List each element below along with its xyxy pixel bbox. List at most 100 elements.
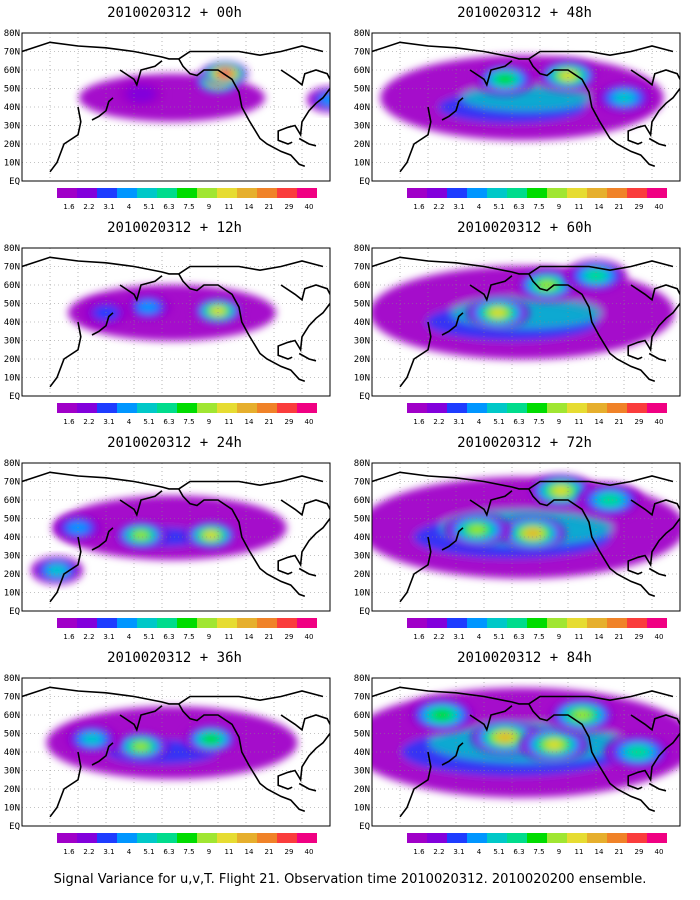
colorbar-label: 40 [655, 633, 664, 641]
coastline [119, 705, 163, 732]
coastline [441, 527, 464, 551]
colorbar-swatch [117, 188, 137, 198]
colorbar-swatch [117, 833, 137, 843]
colorbar: 1.6 2.2 3.1 4 5.1 6.3 7.5 9 11 14 21 29 40 [407, 188, 667, 211]
y-tick-label: 30N [4, 337, 20, 347]
y-tick-label: 50N [354, 730, 370, 740]
colorbar: 1.6 2.2 3.1 4 5.1 6.3 7.5 9 11 14 21 29 40 [407, 618, 667, 641]
coastline [298, 352, 317, 362]
colorbar-label: 3.1 [453, 848, 464, 856]
colorbar-swatch [297, 188, 317, 198]
colorbar-label: 7.5 [533, 633, 544, 641]
y-tick-label: 40N [354, 103, 370, 113]
blob-contour [546, 740, 562, 750]
blob-contour [47, 565, 67, 576]
y-tick-label: 20N [4, 570, 20, 580]
colorbar-swatch [587, 833, 607, 843]
y-tick-label: 20N [4, 785, 20, 795]
map-frame [371, 247, 681, 397]
y-tick-label: 80N [354, 29, 370, 39]
y-tick-label: 60N [4, 711, 20, 721]
coastline [648, 567, 667, 577]
coastline [22, 256, 179, 275]
colorbar-label: 4 [477, 633, 482, 641]
colorbar-swatch [157, 188, 177, 198]
colorbar-label: 5.1 [143, 203, 154, 211]
colorbar-label: 6.3 [513, 203, 524, 211]
colorbar-label: 40 [305, 848, 314, 856]
colorbar-swatch [487, 618, 507, 628]
coastline [372, 41, 529, 60]
y-tick-label: 50N [354, 300, 370, 310]
variance-blob [193, 297, 243, 325]
colorbar-label: 7.5 [533, 848, 544, 856]
colorbar-label: 40 [305, 633, 314, 641]
colorbar-label: 2.2 [83, 848, 94, 856]
colorbar-swatch [57, 618, 77, 628]
colorbar-label: 2.2 [433, 633, 444, 641]
colorbar-swatch [427, 618, 447, 628]
map-frame [21, 32, 331, 182]
colorbar-swatch [627, 618, 647, 628]
map-frame [21, 247, 331, 397]
colorbar-swatch [217, 833, 237, 843]
colorbar-swatch [137, 833, 157, 843]
map-plot: 80E100E120E140E160E180160W140W120W100W80… [4, 459, 331, 615]
colorbar-swatch [237, 403, 257, 413]
y-tick-label: 40N [4, 748, 20, 758]
variance-field [46, 706, 298, 780]
colorbar-label: 9 [207, 418, 211, 426]
colorbar-swatch [237, 833, 257, 843]
colorbar-label: 7.5 [183, 633, 194, 641]
colorbar-swatch [177, 618, 197, 628]
colorbar-swatch [137, 403, 157, 413]
y-tick-label: 80N [4, 244, 20, 254]
colorbar-swatch [607, 188, 627, 198]
colorbar-label: 6.3 [163, 633, 174, 641]
blob-contour [204, 531, 218, 540]
coastline [528, 703, 656, 812]
colorbar-label: 29 [635, 633, 644, 641]
colorbar: 1.6 2.2 3.1 4 5.1 6.3 7.5 9 11 14 21 29 40 [57, 188, 317, 211]
colorbar-swatch [607, 833, 627, 843]
colorbar-swatch [427, 403, 447, 413]
y-tick-label: 60N [354, 496, 370, 506]
variance-field [380, 55, 664, 141]
colorbar-label: 29 [635, 418, 644, 426]
map-frame [371, 677, 681, 827]
colorbar-swatch [527, 188, 547, 198]
coastline [277, 499, 330, 575]
coastline [91, 742, 114, 766]
colorbar-swatch [427, 833, 447, 843]
map-plot: 80E100E120E140E160E180160W140W120W100W80… [4, 674, 331, 830]
colorbar-swatch [97, 188, 117, 198]
coastline [49, 106, 82, 173]
colorbar-label: 5.1 [493, 633, 504, 641]
colorbar-label: 6.3 [513, 418, 524, 426]
colorbar-label: 29 [285, 203, 294, 211]
colorbar-label: 40 [655, 418, 664, 426]
colorbar-label: 3.1 [453, 203, 464, 211]
blob-contour [125, 85, 157, 103]
colorbar-swatch [567, 833, 587, 843]
coastline [119, 275, 163, 302]
coastline [399, 321, 432, 388]
colorbar-label: 21 [265, 848, 274, 856]
coastline [441, 312, 464, 336]
colorbar-label: 9 [207, 633, 211, 641]
colorbar-label: 9 [207, 848, 211, 856]
y-tick-label: 50N [4, 730, 20, 740]
colorbar-swatch [467, 188, 487, 198]
colorbar-label: 9 [557, 418, 561, 426]
colorbar-swatch [507, 833, 527, 843]
colorbar-swatch [587, 403, 607, 413]
colorbar-label: 3.1 [103, 203, 114, 211]
variance-blob [604, 734, 672, 770]
y-tick-label: EQ [359, 392, 370, 400]
colorbar-label: 1.6 [63, 848, 75, 856]
blob-contour [586, 270, 606, 282]
colorbar-label: 14 [245, 848, 254, 856]
colorbar-label: 1.6 [413, 848, 425, 856]
colorbar-label: 7.5 [183, 418, 194, 426]
y-tick-label: 70N [4, 48, 20, 58]
